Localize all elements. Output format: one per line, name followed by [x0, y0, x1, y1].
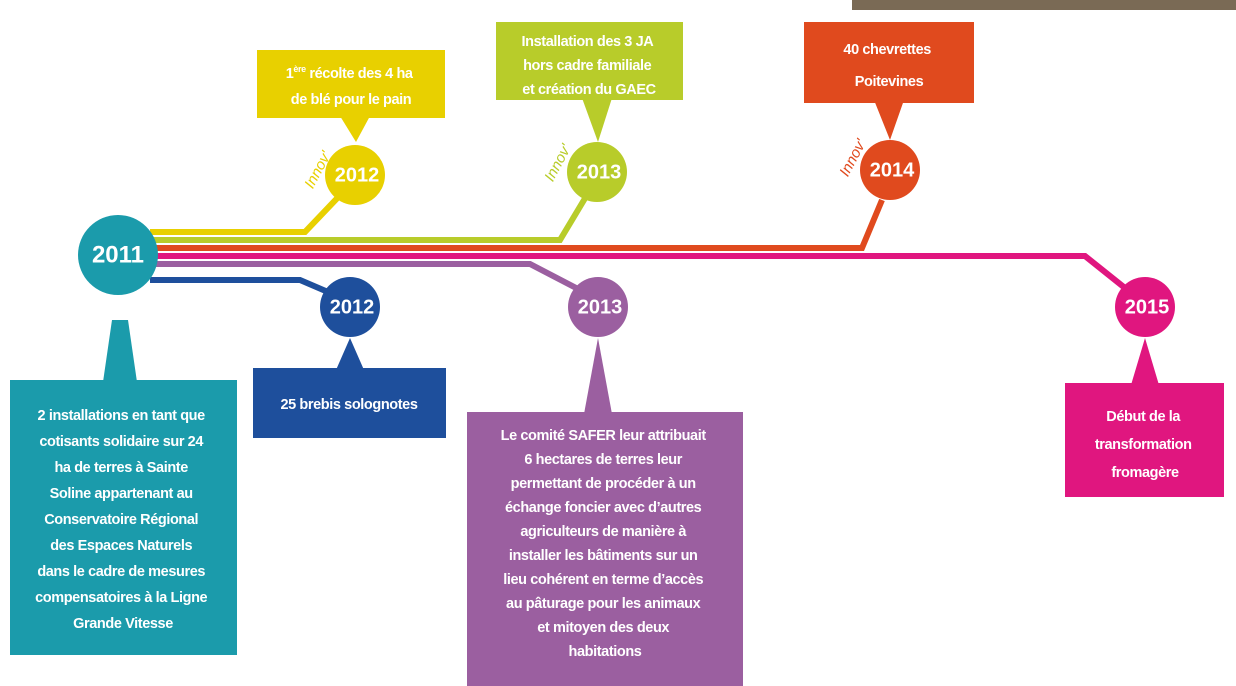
- line: des Espaces Naturels: [50, 538, 192, 554]
- line: 6 hectares de terres leur: [524, 452, 682, 468]
- event-box: 1ère récolte des 4 ha de blé pour le pai…: [257, 50, 445, 118]
- pointer: [582, 98, 612, 142]
- line: et mitoyen des deux: [537, 620, 669, 636]
- line: Conservatoire Régional: [44, 512, 198, 528]
- year: 2013: [577, 161, 622, 183]
- year: 2015: [1125, 296, 1170, 318]
- line: 25 brebis solognotes: [280, 397, 417, 413]
- text: récolte des 4 ha: [309, 66, 414, 82]
- line: au pâturage pour les animaux: [506, 596, 701, 612]
- timeline: 2011 2 installations en tant que cotisan…: [0, 0, 1236, 686]
- box: [804, 22, 974, 103]
- year: 2012: [335, 164, 380, 186]
- line: habitations: [569, 644, 642, 660]
- line-blue: [150, 280, 335, 295]
- line-yellow: [150, 190, 345, 232]
- superscript: ère: [293, 64, 306, 74]
- box-text: Installation des 3 JA hors cadre familia…: [522, 34, 657, 98]
- line-magenta: [150, 256, 1125, 288]
- year: 2012: [330, 296, 375, 318]
- event-box: 2 installations en tant que cotisants so…: [10, 380, 237, 655]
- event-box: 25 brebis solognotes: [253, 368, 446, 438]
- line: hors cadre familiale: [523, 58, 652, 74]
- line: fromagère: [1111, 465, 1179, 481]
- pointer: [336, 338, 364, 370]
- line: Soline appartenant au: [50, 486, 193, 502]
- event-box: Le comité SAFER leur attribuait 6 hectar…: [467, 412, 743, 686]
- line: transformation: [1095, 437, 1192, 453]
- line: Poitevines: [855, 74, 924, 90]
- pointer: [584, 338, 612, 414]
- line: permettant de procéder à un: [511, 476, 696, 492]
- year: 2013: [578, 296, 623, 318]
- pointer: [103, 320, 137, 382]
- line: Grande Vitesse: [73, 616, 173, 632]
- year: 2011: [92, 241, 144, 268]
- event-box: 40 chevrettes Poitevines: [804, 22, 974, 103]
- line: 2 installations en tant que: [38, 408, 206, 424]
- photo-fragment: [852, 0, 1236, 10]
- line: Installation des 3 JA: [522, 34, 655, 50]
- year: 2014: [870, 159, 915, 181]
- line: 40 chevrettes: [843, 42, 931, 58]
- box-text: 2 installations en tant que cotisants so…: [35, 408, 211, 632]
- line: et création du GAEC: [522, 82, 656, 98]
- event-box: Installation des 3 JA hors cadre familia…: [496, 22, 683, 100]
- line: lieu cohérent en terme d’accès: [503, 572, 703, 588]
- line: de blé pour le pain: [291, 92, 412, 108]
- box-text: 25 brebis solognotes: [280, 397, 417, 413]
- timeline-lines: [150, 190, 1125, 295]
- line: échange foncier avec d’autres: [505, 500, 702, 516]
- line: cotisants solidaire sur 24: [39, 434, 203, 450]
- pointer: [340, 116, 370, 142]
- pointer: [1131, 338, 1159, 385]
- line: dans le cadre de mesures: [37, 564, 205, 580]
- body: 2011 2 installations en tant que cotisan…: [0, 0, 1236, 686]
- page: Timeline {"start": {"year": "2011", "lin…: [0, 0, 1236, 686]
- line: Début de la: [1106, 409, 1181, 425]
- line: ha de terres à Sainte: [54, 460, 188, 476]
- line: Le comité SAFER leur attribuait: [501, 428, 707, 444]
- line: installer les bâtiments sur un: [509, 548, 698, 564]
- line: agriculteurs de manière à: [520, 524, 687, 540]
- pointer: [874, 100, 904, 140]
- event-box: Début de la transformation fromagère: [1065, 383, 1224, 497]
- line: compensatoires à la Ligne: [35, 590, 207, 606]
